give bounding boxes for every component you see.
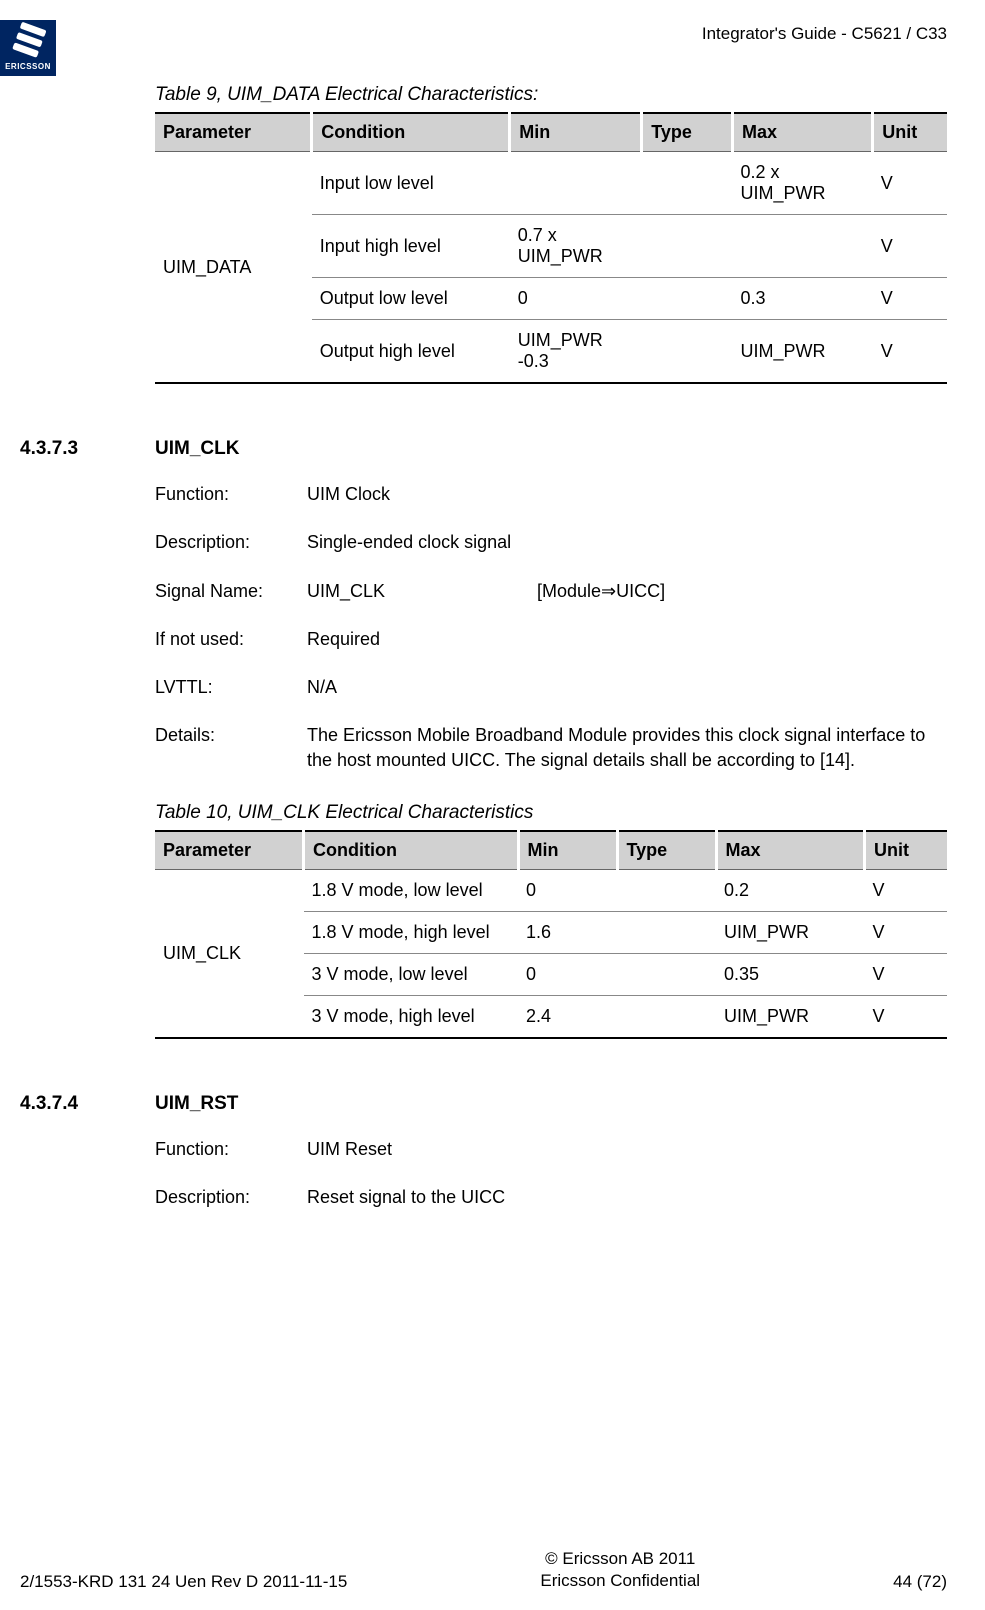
th-min: Min: [510, 113, 642, 152]
label-lvttl: LVTTL:: [155, 675, 307, 699]
cell: 0.2: [716, 870, 865, 912]
doc-title: Integrator's Guide - C5621 / C33: [0, 24, 947, 44]
value-function: UIM Clock: [307, 482, 947, 506]
footer-left: 2/1553-KRD 131 24 Uen Rev D 2011-11-15: [20, 1572, 347, 1592]
th-max: Max: [716, 831, 865, 870]
th-parameter: Parameter: [155, 113, 312, 152]
section-title-4373: UIM_CLK: [155, 438, 239, 460]
cell: [642, 152, 733, 215]
logo-text: ERICSSON: [5, 62, 51, 71]
cell-param: UIM_CLK: [155, 870, 304, 1039]
table9-caption: Table 9, UIM_DATA Electrical Characteris…: [155, 84, 947, 106]
cell: [617, 996, 716, 1039]
label-description: Description:: [155, 530, 307, 554]
cell: [617, 912, 716, 954]
footer-confidential: Ericsson Confidential: [540, 1570, 700, 1592]
label-function: Function:: [155, 482, 307, 506]
cell: 3 V mode, high level: [304, 996, 519, 1039]
cell: 1.8 V mode, high level: [304, 912, 519, 954]
table-row: UIM_DATA Input low level 0.2 x UIM_PWR V: [155, 152, 947, 215]
cell: 3 V mode, low level: [304, 954, 519, 996]
cell: UIM_PWR -0.3: [510, 320, 642, 384]
cell: V: [865, 996, 948, 1039]
page-footer: 2/1553-KRD 131 24 Uen Rev D 2011-11-15 ©…: [20, 1548, 947, 1592]
cell: Output high level: [312, 320, 510, 384]
th-condition: Condition: [304, 831, 519, 870]
cell: V: [873, 215, 947, 278]
th-type: Type: [617, 831, 716, 870]
cell: UIM_PWR: [716, 996, 865, 1039]
label-description: Description:: [155, 1185, 307, 1209]
cell: 1.8 V mode, low level: [304, 870, 519, 912]
cell: 0: [510, 278, 642, 320]
footer-copyright: © Ericsson AB 2011: [540, 1548, 700, 1570]
cell: [617, 870, 716, 912]
cell: V: [865, 954, 948, 996]
cell: V: [873, 152, 947, 215]
section-number-4373: 4.3.7.3: [0, 438, 155, 460]
cell: 0.2 x UIM_PWR: [732, 152, 872, 215]
cell: 2.4: [518, 996, 617, 1039]
value-signal-name: UIM_CLK: [307, 579, 537, 603]
cell: Input low level: [312, 152, 510, 215]
value-details: The Ericsson Mobile Broadband Module pro…: [307, 723, 947, 772]
cell: V: [873, 278, 947, 320]
cell: [642, 320, 733, 384]
th-unit: Unit: [865, 831, 948, 870]
footer-page-number: 44 (72): [893, 1572, 947, 1592]
cell: V: [873, 320, 947, 384]
section-title-4374: UIM_RST: [155, 1093, 238, 1115]
cell: V: [865, 912, 948, 954]
cell: V: [865, 870, 948, 912]
cell: Output low level: [312, 278, 510, 320]
value-function: UIM Reset: [307, 1137, 947, 1161]
value-description: Single-ended clock signal: [307, 530, 947, 554]
cell: Input high level: [312, 215, 510, 278]
th-parameter: Parameter: [155, 831, 304, 870]
value-description: Reset signal to the UICC: [307, 1185, 947, 1209]
label-signal-name: Signal Name:: [155, 579, 307, 603]
cell: [642, 215, 733, 278]
cell: 0.7 x UIM_PWR: [510, 215, 642, 278]
th-type: Type: [642, 113, 733, 152]
table-row: UIM_CLK 1.8 V mode, low level 0 0.2 V: [155, 870, 947, 912]
table10: Parameter Condition Min Type Max Unit UI…: [155, 830, 947, 1039]
ericsson-logo: ERICSSON: [0, 20, 56, 76]
cell: 0: [518, 870, 617, 912]
th-unit: Unit: [873, 113, 947, 152]
th-min: Min: [518, 831, 617, 870]
value-lvttl: N/A: [307, 675, 947, 699]
value-signal-dir: [Module⇒UICC]: [537, 579, 665, 603]
cell: UIM_PWR: [732, 320, 872, 384]
label-details: Details:: [155, 723, 307, 772]
cell: [510, 152, 642, 215]
cell: [617, 954, 716, 996]
cell: 1.6: [518, 912, 617, 954]
table9: Parameter Condition Min Type Max Unit UI…: [155, 112, 947, 384]
th-max: Max: [732, 113, 872, 152]
cell: 0.35: [716, 954, 865, 996]
cell: [732, 215, 872, 278]
label-function: Function:: [155, 1137, 307, 1161]
cell: 0: [518, 954, 617, 996]
cell: UIM_PWR: [716, 912, 865, 954]
cell-param: UIM_DATA: [155, 152, 312, 384]
cell: [642, 278, 733, 320]
section-number-4374: 4.3.7.4: [0, 1093, 155, 1115]
value-if-not-used: Required: [307, 627, 947, 651]
cell: 0.3: [732, 278, 872, 320]
label-if-not-used: If not used:: [155, 627, 307, 651]
th-condition: Condition: [312, 113, 510, 152]
table10-caption: Table 10, UIM_CLK Electrical Characteris…: [155, 802, 947, 824]
